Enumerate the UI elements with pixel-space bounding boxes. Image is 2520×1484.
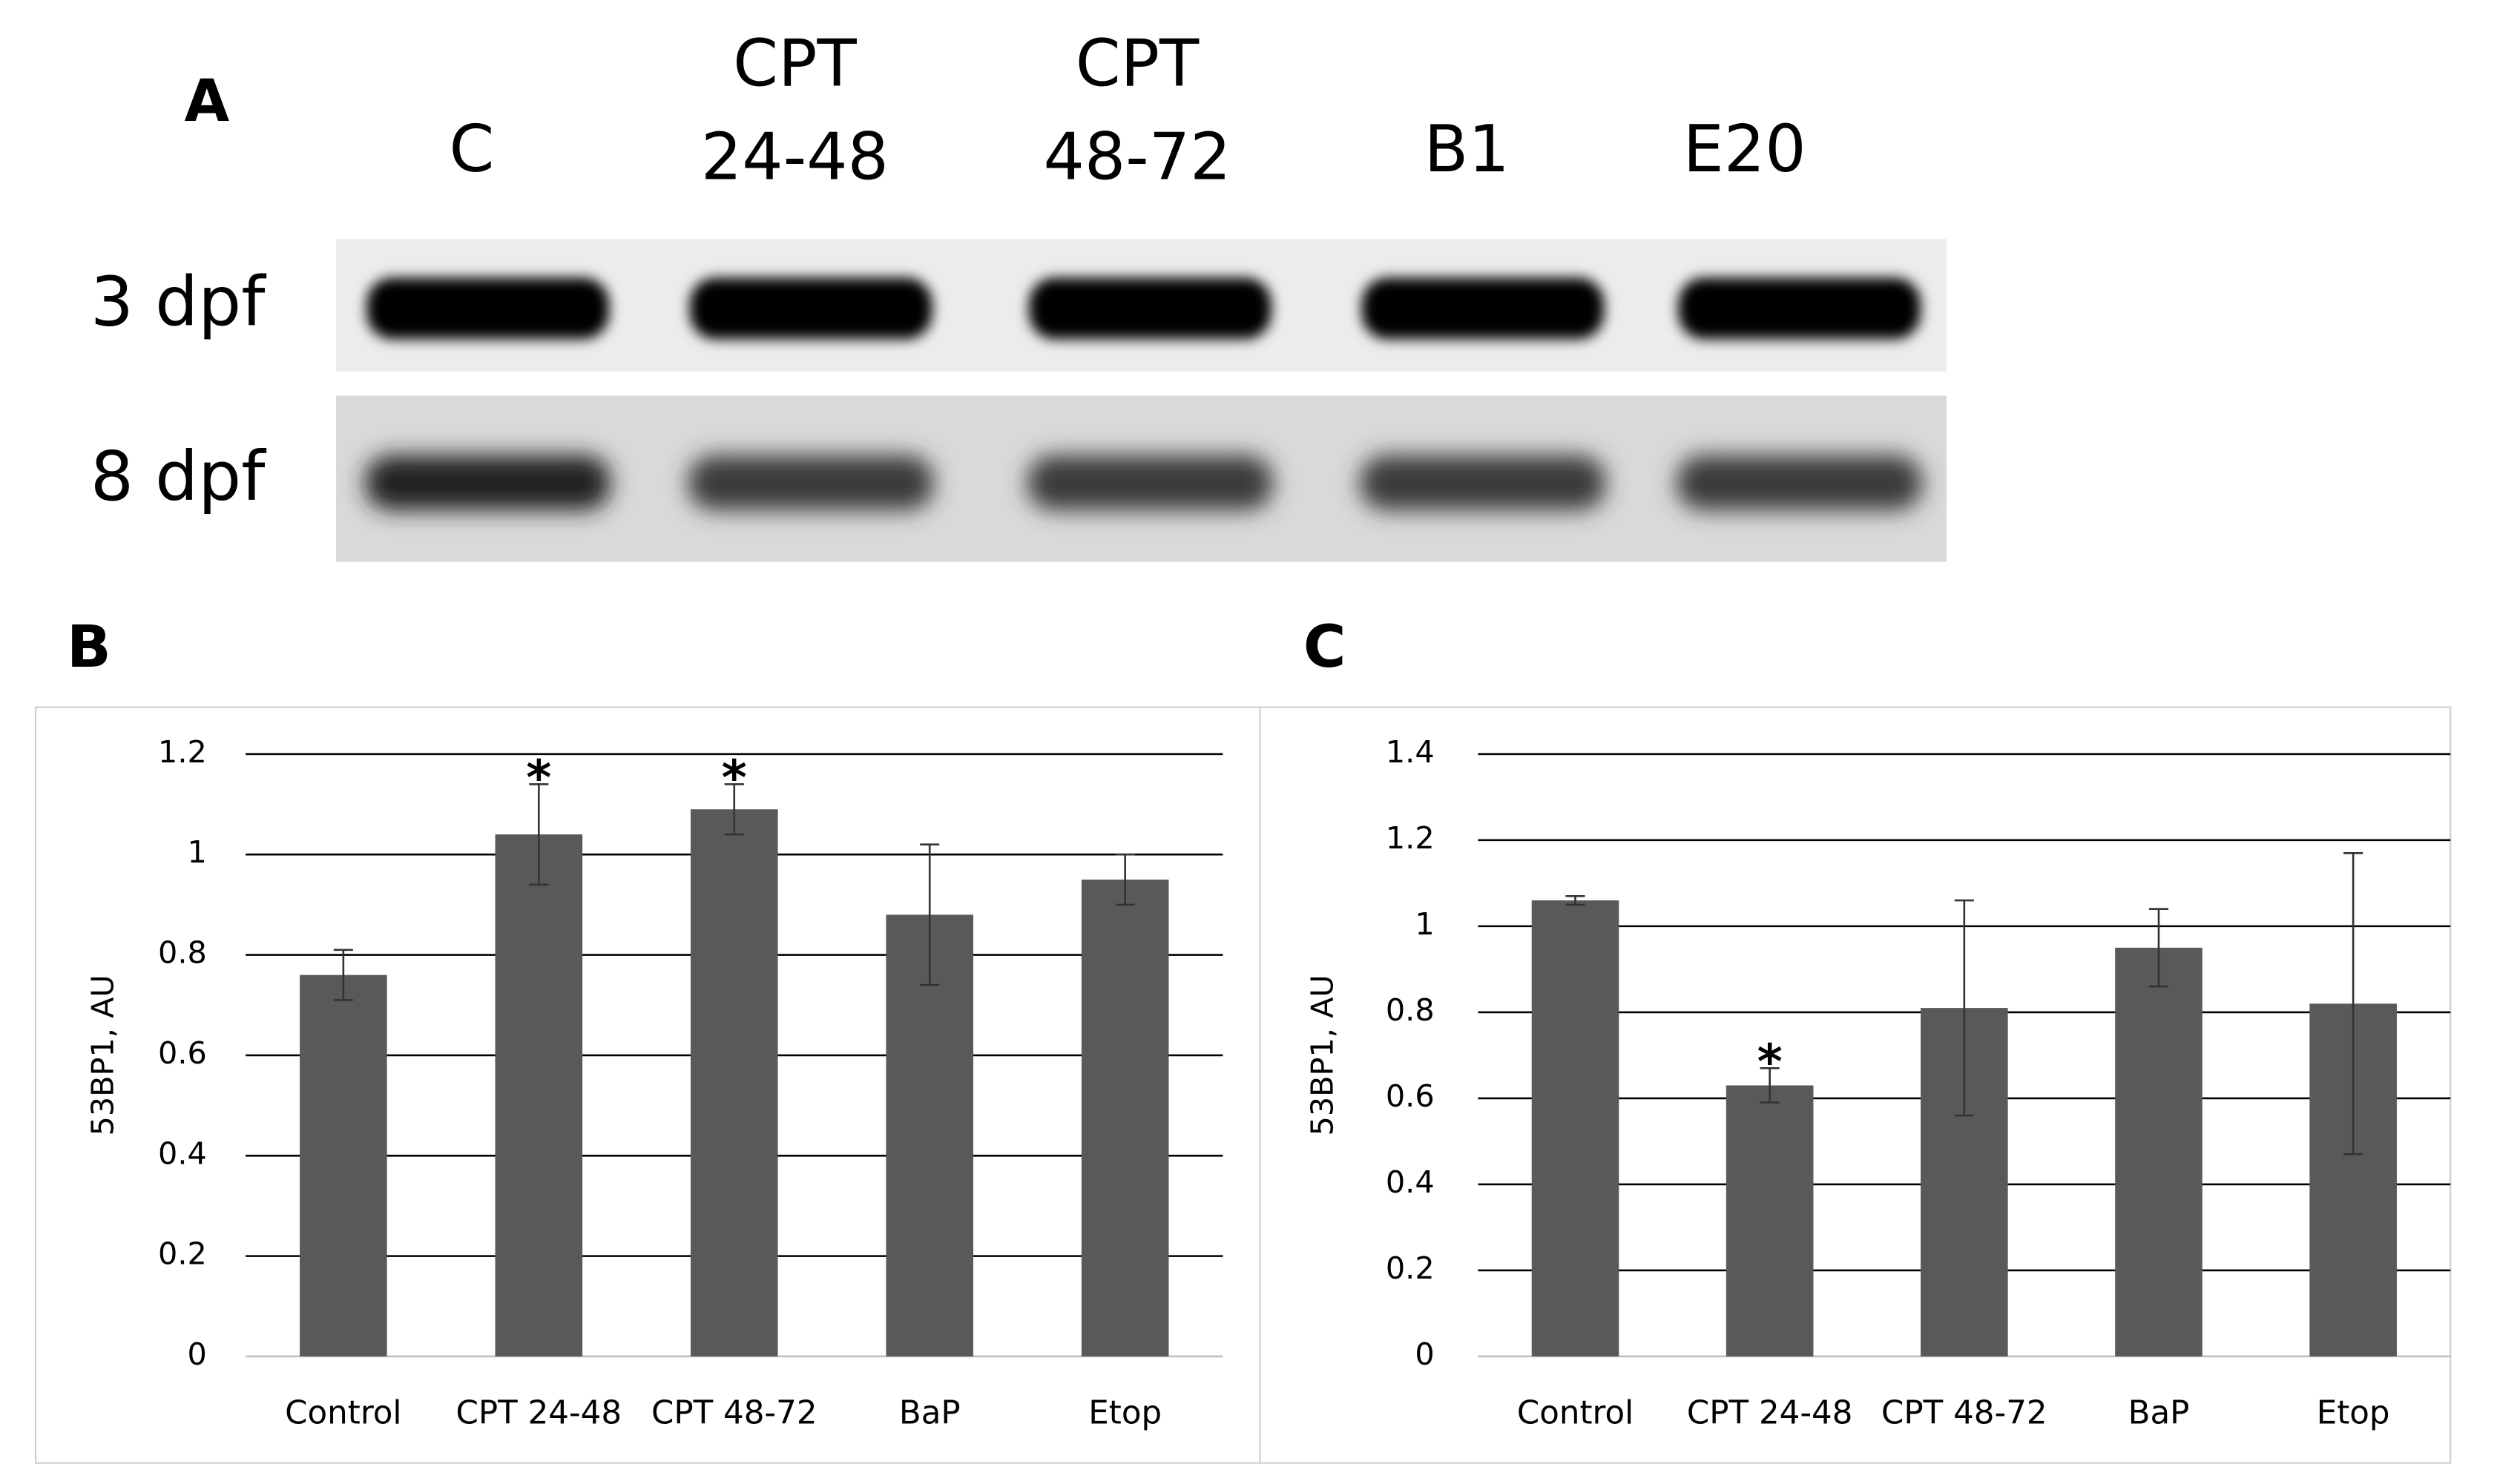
- error-bar: [333, 949, 353, 1001]
- blot-band: [365, 455, 611, 511]
- error-bar: [2343, 851, 2363, 1155]
- lane-label: E20: [1683, 111, 1806, 187]
- x-tick-label: Control: [285, 1394, 401, 1431]
- x-tick-label: CPT 24-48: [1687, 1394, 1853, 1431]
- y-tick-label: 0.6: [1386, 1078, 1435, 1114]
- y-tick-label: 0.6: [158, 1035, 207, 1071]
- lane-label: B1: [1424, 111, 1510, 187]
- y-axis-label: 53BP1, AU: [85, 975, 121, 1135]
- bar: [1725, 1085, 1814, 1356]
- y-tick-label: 0.4: [158, 1135, 207, 1171]
- panel-label: B: [67, 613, 111, 681]
- y-tick-label: 1: [1415, 906, 1434, 942]
- row-label: 3 dpf: [91, 263, 266, 342]
- significance-mark: *: [526, 750, 551, 806]
- error-bar: [1565, 894, 1585, 906]
- lane-label: 48-72: [1044, 119, 1231, 195]
- y-tick-label: 1.2: [1386, 820, 1435, 856]
- blot-band: [1677, 455, 1923, 511]
- y-tick-label: 0.8: [158, 935, 207, 971]
- blot-band: [1361, 277, 1605, 340]
- y-tick-label: 0: [1415, 1336, 1434, 1372]
- x-tick-label: CPT 48-72: [651, 1394, 817, 1431]
- x-tick-label: BaP: [2128, 1394, 2190, 1431]
- x-tick-label: BaP: [899, 1394, 961, 1431]
- y-tick-label: 1: [188, 834, 207, 870]
- chart-frame: [34, 706, 1261, 1464]
- y-tick-label: 0: [188, 1336, 207, 1372]
- y-axis-label: 53BP1, AU: [1305, 975, 1340, 1135]
- bar: [1531, 900, 1619, 1356]
- y-tick-label: 1.4: [1386, 734, 1435, 770]
- error-bar: [1115, 853, 1135, 906]
- panel-label: C: [1303, 613, 1346, 681]
- y-tick-label: 1.2: [158, 734, 207, 770]
- significance-mark: *: [722, 750, 747, 806]
- blot-band: [1029, 277, 1271, 340]
- blot-band: [1360, 455, 1606, 511]
- x-tick-label: Etop: [2317, 1394, 2390, 1431]
- bar: [2115, 947, 2202, 1356]
- x-tick-label: CPT 48-72: [1881, 1394, 2047, 1431]
- lane-label: CPT: [733, 25, 857, 101]
- x-tick-label: Etop: [1088, 1394, 1162, 1431]
- blot-band: [1678, 277, 1921, 340]
- error-bar: [920, 843, 940, 986]
- blot-band: [366, 277, 610, 340]
- y-tick-label: 0.2: [1386, 1250, 1435, 1286]
- panel-label: A: [185, 67, 230, 135]
- bar: [300, 975, 387, 1356]
- lane-label: CPT: [1076, 25, 1200, 101]
- bar: [690, 809, 778, 1356]
- lane-label: 24-48: [701, 119, 889, 195]
- y-tick-label: 0.8: [1386, 992, 1435, 1028]
- error-bar: [2148, 908, 2169, 988]
- y-tick-label: 0.2: [158, 1236, 207, 1272]
- bar: [886, 914, 974, 1356]
- blot-band: [688, 455, 934, 511]
- row-label: 8 dpf: [91, 437, 266, 516]
- x-tick-label: Control: [1517, 1394, 1634, 1431]
- blot-band: [689, 277, 932, 340]
- lane-label: C: [450, 111, 495, 187]
- blot-band: [1027, 455, 1273, 511]
- error-bar: [1760, 1067, 1780, 1104]
- error-bar: [529, 783, 549, 886]
- error-bar: [724, 783, 744, 836]
- bar: [1081, 880, 1169, 1356]
- significance-mark: *: [1757, 1034, 1783, 1090]
- error-bar: [1954, 899, 1974, 1117]
- chart-frame: [1259, 706, 2452, 1464]
- x-tick-label: CPT 24-48: [456, 1394, 622, 1431]
- bar: [495, 834, 583, 1356]
- y-tick-label: 0.4: [1386, 1164, 1435, 1200]
